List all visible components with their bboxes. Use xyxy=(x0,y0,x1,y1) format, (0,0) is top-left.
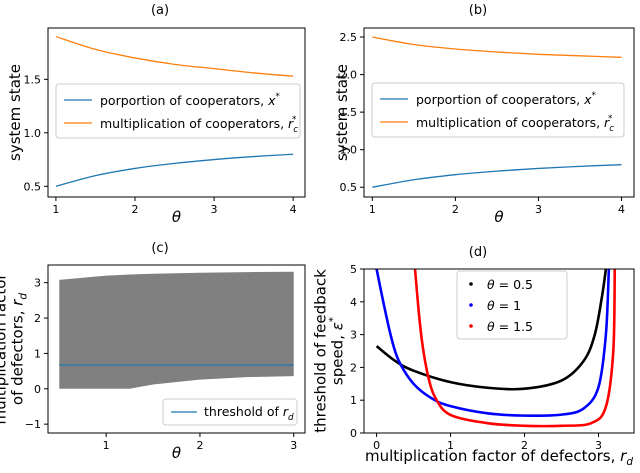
x-tick-label: 3 xyxy=(595,439,602,452)
y-tick-label: 2.5 xyxy=(340,31,358,44)
plot-data xyxy=(59,271,294,389)
y-tick-label: 1.5 xyxy=(24,73,42,86)
series-line-2 xyxy=(375,269,611,418)
x-tick-label: 1 xyxy=(103,439,110,452)
plot-data xyxy=(372,36,622,188)
x-axis-label: θ xyxy=(494,208,503,226)
panel-label: (a) xyxy=(151,3,169,18)
legend-entry: θ = 0.5 xyxy=(487,277,533,292)
y-axis-label: system state xyxy=(6,64,24,161)
legend-entry: multiplication of cooperators, rc* xyxy=(416,114,614,134)
series-line-1 xyxy=(372,164,622,188)
y-tick-label: 1.0 xyxy=(340,144,358,157)
chart-panel-1: (a) 1 2 3 4 0.5 1.0 1.5 θ system state porportion … xyxy=(6,3,306,226)
y-tick-label: 3 xyxy=(350,329,357,342)
y-tick-label: 0 xyxy=(350,427,357,440)
legend: porportion of cooperators, x* multiplicat… xyxy=(55,83,301,139)
x-tick-label: 1 xyxy=(369,203,376,216)
legend-marker xyxy=(469,324,473,328)
legend-entry: porportion of cooperators, x* xyxy=(416,91,597,107)
series-line-1 xyxy=(375,269,608,391)
axes-frame xyxy=(47,264,306,434)
y-tick-label: 1 xyxy=(350,394,357,407)
x-tick-label: 4 xyxy=(618,203,625,216)
y-axis-label: threshold of feedback xyxy=(312,269,330,433)
legend-box xyxy=(371,82,625,138)
legend-entry: θ = 1 xyxy=(487,298,521,313)
y-axis-label: speed, ε* xyxy=(328,317,347,385)
chart-panel-4: (d) 0 1 2 3 0 1 2 3 4 5 multiplication factor of de… xyxy=(312,245,635,468)
legend-marker xyxy=(469,282,473,286)
x-tick-label: 2 xyxy=(131,203,138,216)
y-tick-label: 5 xyxy=(350,263,357,276)
series-line-1 xyxy=(55,153,294,187)
series-line-2 xyxy=(372,36,622,58)
plot-data xyxy=(55,35,294,187)
y-tick-label: 1.0 xyxy=(24,127,42,140)
x-tick-label: 3 xyxy=(535,203,542,216)
y-tick-label: 0.5 xyxy=(340,181,358,194)
legend: porportion of cooperators, x* multiplicat… xyxy=(371,82,625,138)
legend-marker xyxy=(469,303,473,307)
y-axis-label: of defectors, rd xyxy=(9,293,30,405)
x-tick-label: 2 xyxy=(452,203,459,216)
x-tick-label: 3 xyxy=(211,203,218,216)
series-line-2 xyxy=(55,35,294,77)
x-tick-label: 2 xyxy=(521,439,528,452)
legend-entry: porportion of cooperators, x* xyxy=(100,92,281,108)
series-line-3 xyxy=(413,269,617,428)
y-tick-label: −1 xyxy=(25,418,41,431)
y-tick-label: 0 xyxy=(34,383,41,396)
x-axis-label: θ xyxy=(172,444,181,462)
legend: θ = 0.5 θ = 1 θ = 1.5 xyxy=(456,270,568,340)
legend-box xyxy=(55,83,301,139)
x-tick-label: 0 xyxy=(373,439,380,452)
y-tick-label: 0.5 xyxy=(24,180,42,193)
y-tick-label: 2 xyxy=(350,361,357,374)
plot-data xyxy=(375,269,617,428)
y-axis-label: multiplication factor xyxy=(0,273,10,425)
y-tick-label: 1 xyxy=(34,347,41,360)
y-tick-label: 2 xyxy=(34,312,41,325)
panel-label: (b) xyxy=(469,3,487,18)
y-axis-label: system state xyxy=(333,64,351,161)
feasible-region-band xyxy=(59,271,294,389)
y-tick-label: 3 xyxy=(34,277,41,290)
panel-label: (c) xyxy=(151,241,168,256)
y-tick-label: 4 xyxy=(350,296,357,309)
legend-box xyxy=(162,398,298,426)
legend-entry: multiplication of cooperators, rc* xyxy=(100,115,298,135)
x-axis-label: θ xyxy=(172,208,181,226)
legend-entry: threshold of rd xyxy=(204,404,294,423)
x-axis-label: multiplication factor of defectors, rd xyxy=(365,447,633,468)
panel-label: (d) xyxy=(469,245,487,260)
x-tick-label: 2 xyxy=(196,439,203,452)
legend-entry: θ = 1.5 xyxy=(487,319,533,334)
legend: threshold of rd xyxy=(162,398,298,426)
y-tick-label: 1.5 xyxy=(340,106,358,119)
axes-frame xyxy=(47,27,306,198)
x-tick-label: 1 xyxy=(447,439,454,452)
axes-frame xyxy=(363,268,635,434)
x-tick-label: 4 xyxy=(290,203,297,216)
legend-box xyxy=(456,270,568,340)
chart-panel-2: (b) 1 2 3 4 0.5 1.0 1.5 2.0 2.5 θ system state porpo… xyxy=(333,3,635,226)
x-tick-label: 3 xyxy=(290,439,297,452)
x-tick-label: 1 xyxy=(52,203,59,216)
y-tick-label: 2.0 xyxy=(340,69,358,82)
